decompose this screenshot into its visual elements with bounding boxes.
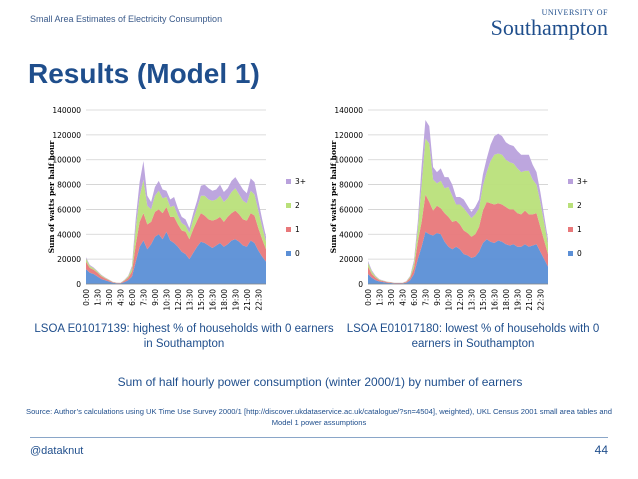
x-tick-label: 1:30: [375, 289, 384, 306]
legend-label: 0: [295, 249, 300, 258]
series-area-1: [368, 194, 548, 284]
legend-label: 0: [577, 249, 582, 258]
y-tick-label: 120000: [334, 131, 363, 140]
y-tick-label: 80000: [57, 181, 81, 190]
x-tick-label: 16:30: [490, 289, 499, 311]
presentation-title: Small Area Estimates of Electricity Cons…: [30, 14, 223, 24]
x-tick-label: 21:00: [525, 289, 534, 311]
y-tick-label: 120000: [52, 131, 81, 140]
x-tick-label: 0:00: [82, 289, 91, 306]
y-tick-label: 20000: [339, 255, 363, 264]
x-tick-label: 7:30: [421, 289, 430, 306]
slide-subtitle: Sum of half hourly power consumption (wi…: [117, 375, 523, 389]
x-tick-label: 15:00: [197, 289, 206, 311]
series-area-2: [368, 138, 548, 284]
x-tick-label: 19:30: [231, 289, 240, 311]
series-area-3+: [86, 160, 266, 283]
x-tick-label: 12:00: [456, 289, 465, 311]
y-axis-label: Sum of watts per half hour: [47, 140, 56, 254]
y-tick-label: 60000: [57, 205, 81, 214]
y-tick-label: 100000: [52, 156, 81, 165]
x-tick-label: 21:00: [243, 289, 252, 311]
legend-swatch-3+: [568, 179, 573, 184]
y-tick-label: 140000: [52, 106, 81, 115]
footer-handle: @dataknut: [30, 445, 84, 457]
x-tick-label: 13:30: [185, 289, 194, 311]
legend-label: 2: [577, 201, 582, 210]
slide-title: Results (Model 1): [28, 58, 260, 89]
x-tick-label: 4:30: [398, 289, 407, 306]
series-area-3+: [368, 119, 548, 283]
caption-left: LSOA E01017139: highest % of households …: [34, 323, 334, 350]
chart-right: 0 20000 40000 60000 80000 100000 120000 140000 0…: [329, 106, 588, 311]
x-tick-label: 3:00: [105, 289, 114, 306]
y-tick-label: 60000: [339, 205, 363, 214]
series-area-0: [86, 231, 266, 284]
y-tick-label: 80000: [339, 181, 363, 190]
legend-label: 1: [577, 225, 582, 234]
legend-label: 2: [295, 201, 300, 210]
y-tick-label: 40000: [57, 230, 81, 239]
y-tick-label: 0: [76, 280, 81, 289]
legend-swatch-3+: [286, 179, 291, 184]
x-tick-label: 19:30: [513, 289, 522, 311]
x-tick-label: 18:00: [220, 289, 229, 311]
x-tick-label: 1:30: [93, 289, 102, 306]
footer-divider: [30, 437, 608, 438]
caption-right: LSOA E01017180: lowest % of households w…: [346, 323, 600, 350]
series-area-2: [86, 179, 266, 284]
y-tick-label: 40000: [339, 230, 363, 239]
x-tick-label: 16:30: [208, 289, 217, 311]
legend-swatch-2: [568, 203, 573, 208]
chart-left: 0 20000 40000 60000 80000 100000 120000 140000 0…: [47, 106, 306, 311]
x-tick-label: 10:30: [444, 289, 453, 311]
series-area-1: [86, 206, 266, 284]
logo-name-text: Southampton: [490, 15, 608, 40]
x-tick-label: 10:30: [162, 289, 171, 311]
series-area-0: [368, 231, 548, 284]
page-number: 44: [594, 443, 608, 457]
x-tick-label: 6:00: [410, 289, 419, 306]
x-tick-label: 9:00: [151, 289, 160, 306]
x-tick-label: 15:00: [479, 289, 488, 311]
legend-label: 1: [295, 225, 300, 234]
legend-label: 3+: [295, 177, 306, 186]
legend-swatch-2: [286, 203, 291, 208]
legend-swatch-0: [286, 251, 291, 256]
x-tick-label: 4:30: [116, 289, 125, 306]
x-tick-label: 18:00: [502, 289, 511, 311]
legend-swatch-0: [568, 251, 573, 256]
legend-swatch-1: [568, 227, 573, 232]
x-tick-label: 9:00: [433, 289, 442, 306]
x-tick-label: 3:00: [387, 289, 396, 306]
source-note: Source: Author’s calculations using UK T…: [26, 407, 612, 427]
y-axis-label: Sum of watts per half hour: [329, 140, 338, 254]
x-tick-label: 12:00: [174, 289, 183, 311]
logo-top-text: UNIVERSITY OF: [541, 8, 608, 17]
y-tick-label: 100000: [334, 156, 363, 165]
y-tick-label: 140000: [334, 106, 363, 115]
y-tick-label: 0: [358, 280, 363, 289]
x-tick-label: 13:30: [467, 289, 476, 311]
legend-label: 3+: [577, 177, 588, 186]
y-tick-label: 20000: [57, 255, 81, 264]
x-tick-label: 0:00: [364, 289, 373, 306]
x-tick-label: 22:30: [254, 289, 263, 311]
university-logo: UNIVERSITY OF Southampton: [491, 8, 608, 41]
x-tick-label: 22:30: [536, 289, 545, 311]
x-tick-label: 6:00: [128, 289, 137, 306]
x-tick-label: 7:30: [139, 289, 148, 306]
legend-swatch-1: [286, 227, 291, 232]
